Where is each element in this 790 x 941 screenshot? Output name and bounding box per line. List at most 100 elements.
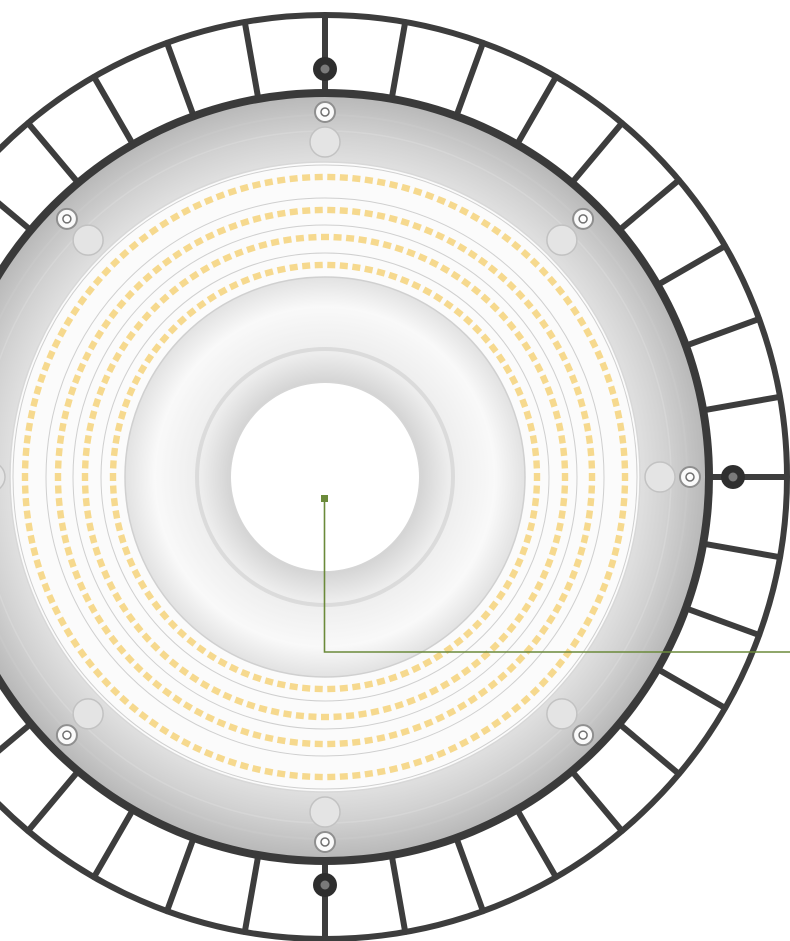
led-chip [110,257,121,268]
led-chip [519,398,529,409]
led-chip [168,285,180,296]
led-chip [423,718,434,728]
led-chip [345,712,355,720]
led-chip [301,684,311,692]
led-chip [548,546,558,556]
led-chip [589,338,599,349]
led-chip [488,600,499,611]
led-chip [21,460,29,469]
led-chip [133,622,144,634]
led-chip [128,240,139,251]
led-chip [618,435,627,444]
led-chip [480,650,491,661]
led-chip [621,485,629,494]
led-chip [81,460,89,469]
led-chip [520,249,531,260]
led-chip [41,361,51,372]
led-chip [529,509,538,520]
led-chip [239,183,250,193]
led-chip [514,557,524,568]
led-chip [239,761,250,771]
led-chip [561,485,569,494]
led-chip [246,700,256,710]
led-chip [382,241,392,250]
led-chip [203,195,214,205]
led-chip [561,460,569,469]
led-chip [106,363,116,374]
led-chip [283,710,292,718]
led-chip [161,256,173,267]
led-chip [240,668,251,678]
led-chip [370,238,380,247]
led-chip [529,257,540,268]
led-chip [555,658,566,669]
led-chip [388,180,399,189]
led-chip [511,240,522,251]
led-chip [527,522,536,532]
led-chip [295,712,305,720]
led-chip [178,666,190,677]
led-chip [538,624,549,635]
led-chip [508,375,519,386]
housing-boss [546,698,578,730]
led-chip [618,510,627,519]
led-chip [142,671,153,682]
led-chip [234,696,244,706]
led-chip [125,330,136,342]
led-chip [447,743,458,754]
led-chip [616,422,625,432]
screw-head [62,730,72,740]
led-chip [51,338,61,349]
led-chip [333,233,342,241]
led-chip [289,738,299,746]
led-chip [30,546,39,557]
led-chip [583,522,592,532]
led-chip [345,234,355,242]
led-chip [585,510,594,519]
led-chip [564,581,574,592]
hardware [0,57,745,897]
led-chip [211,686,222,696]
led-chip [182,701,193,711]
led-chip [84,658,95,669]
mounting-lug-hole [320,880,330,890]
led-chip [57,327,67,338]
led-chip [96,386,106,396]
led-chip [314,261,323,269]
led-chip [411,663,422,674]
led-chip [539,374,549,385]
led-ring-guide [72,224,578,730]
led-chip [92,546,102,556]
led-chip [96,558,106,568]
led-chip [611,397,620,408]
led-chip [228,723,238,733]
led-chip [376,734,386,743]
led-chip [450,673,461,684]
led-chip [283,236,292,244]
led-chip [587,447,595,457]
led-chip [133,280,144,292]
led-chip [118,534,127,544]
led-chip [276,176,286,184]
led-chip [495,353,506,364]
led-chip [560,497,568,507]
led-chip [514,612,525,624]
led-chip [568,374,578,385]
led-chip [124,653,135,665]
led-chip [531,497,540,507]
led-chip [480,293,491,304]
led-chip [126,386,136,397]
led-chip [54,473,62,481]
led-chip [388,765,399,774]
led-chip [56,510,65,519]
led-chip [514,386,524,397]
led-chip [467,694,478,705]
mounting-lug-hole [320,64,330,74]
led-chip [270,707,280,716]
led-chip [125,612,136,624]
led-chip [558,435,566,444]
led-chip [169,732,181,742]
led-chip [506,622,517,634]
led-chip [489,302,500,313]
